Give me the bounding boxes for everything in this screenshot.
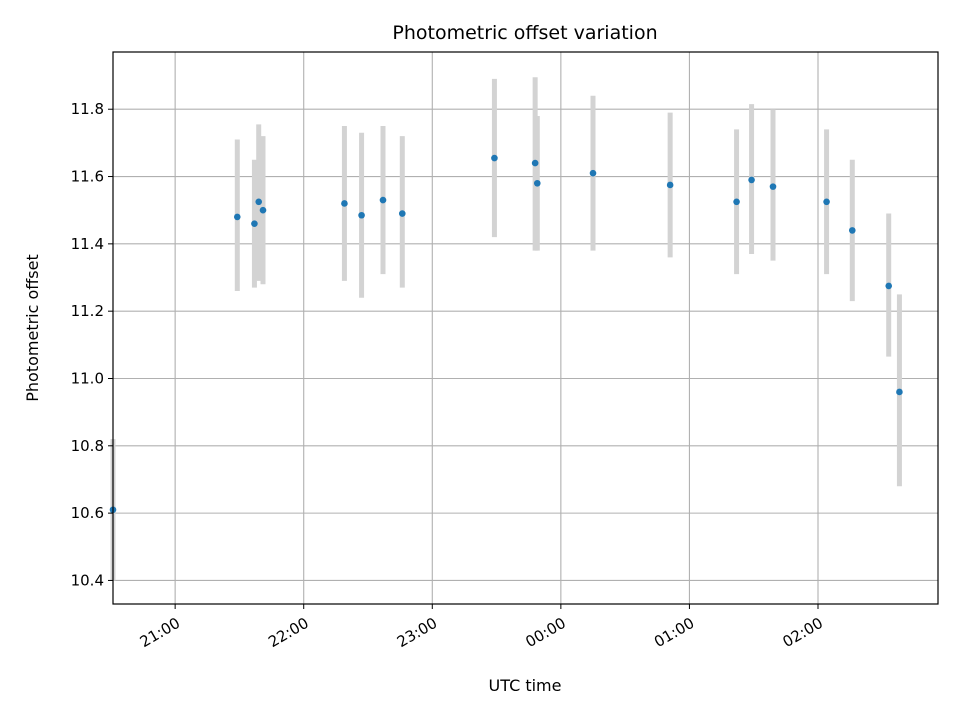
data-point [358,211,365,219]
data-point [379,196,387,204]
data-point [748,176,755,184]
data-point [533,179,541,187]
chart-title: Photometric offset variation [392,22,657,44]
data-point [398,210,406,217]
data-point [823,198,830,206]
data-point [769,183,777,190]
y-axis-ticks: 10.4 10.6 10.8 11.0 11.2 11.4 11.6 11.8 [71,100,113,589]
data-point [259,206,267,214]
y-tick-label: 11.8 [71,100,104,118]
y-tick-label: 11.4 [71,235,104,253]
y-tick-label: 10.6 [71,504,104,522]
data-point [885,282,893,290]
data-point [589,169,597,177]
data-point [848,227,856,234]
grid [113,52,938,604]
y-tick-label: 11.6 [71,168,104,186]
y-tick-label: 10.4 [71,571,104,589]
data-point [666,181,674,189]
x-axis-label: UTC time [489,676,562,695]
data-point [251,220,258,227]
data-points [109,154,903,514]
data-point [531,159,539,167]
data-point [896,388,903,396]
data-point [233,213,241,221]
plot-frame [112,51,939,605]
y-tick-label: 11.2 [71,302,104,320]
y-axis-label: Photometric offset [23,254,42,402]
y-tick-label: 10.8 [71,437,104,455]
data-point [341,200,348,207]
data-point [733,198,740,206]
data-point [491,154,498,162]
plot-area [113,52,938,604]
y-tick-label: 11.0 [71,369,104,387]
data-point [255,198,263,206]
